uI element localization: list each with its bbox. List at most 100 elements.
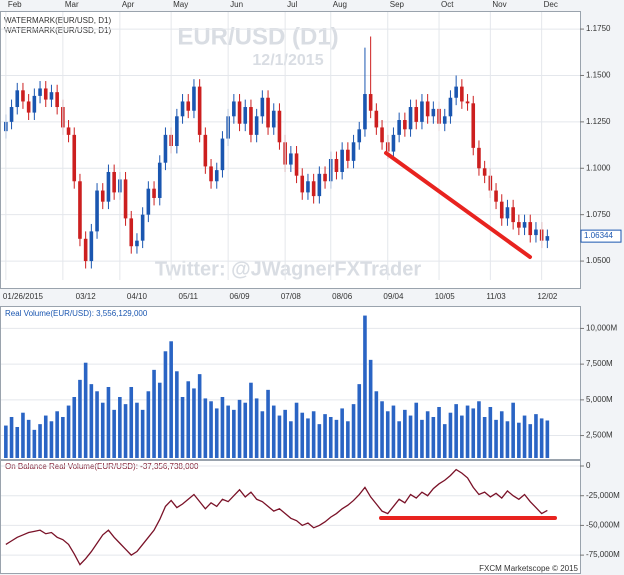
month-label: Jul <box>287 0 297 9</box>
volume-bar <box>539 418 544 458</box>
volume-bar <box>414 402 419 458</box>
obv-title: On Balance Real Volume(EUR/USD): -37,356… <box>5 462 199 471</box>
volume-bar <box>403 409 407 458</box>
volume-bar <box>351 404 356 458</box>
x-tick-label: 08/06 <box>332 292 353 301</box>
volume-bar <box>380 401 384 458</box>
candle-body <box>66 127 71 135</box>
candle-body <box>289 153 293 165</box>
candle-body <box>499 201 504 219</box>
candle-body <box>397 120 401 135</box>
candle-body <box>175 116 179 146</box>
last-price-label: 1.06344 <box>584 231 613 240</box>
volume-bar <box>106 386 111 458</box>
candle-body <box>203 134 208 167</box>
candle-body <box>414 107 419 122</box>
x-tick-label: 09/04 <box>383 292 404 301</box>
candle-body <box>403 120 407 130</box>
candle-body <box>146 188 151 215</box>
month-label: Jun <box>230 0 243 9</box>
candle-body <box>95 190 99 232</box>
volume-bar <box>505 421 510 458</box>
month-label: Feb <box>8 0 22 9</box>
candle-body <box>368 94 373 111</box>
y-tick-label: 0 <box>586 461 591 470</box>
candle-body <box>260 97 265 117</box>
month-label: Mar <box>65 0 79 9</box>
volume-bar <box>465 405 470 458</box>
volume-bar <box>118 396 122 458</box>
volume-bar <box>368 359 373 458</box>
month-label: Dec <box>544 0 558 9</box>
candle-body <box>78 181 82 239</box>
volume-bar <box>9 416 14 458</box>
candle-body <box>15 90 20 108</box>
x-tick-label: 06/09 <box>230 292 251 301</box>
candle-body <box>534 229 538 236</box>
volume-bar <box>157 382 162 458</box>
volume-bar <box>146 391 151 458</box>
candle-body <box>522 222 527 228</box>
candle-body <box>425 101 430 117</box>
volume-bar <box>334 419 339 458</box>
y-tick-label: 1.1750 <box>586 24 611 33</box>
volume-bar <box>340 408 344 458</box>
candle-body <box>180 101 185 117</box>
volume-bar <box>442 424 447 458</box>
volume-bar <box>95 391 99 458</box>
volume-bar <box>522 415 527 458</box>
candle-body <box>351 142 356 161</box>
legend-entry: WATERMARK(EUR/USD, D1) <box>4 26 111 35</box>
volume-bar <box>323 414 327 458</box>
volume-bar <box>26 419 31 458</box>
volume-bar <box>21 412 25 458</box>
volume-bar <box>346 421 350 458</box>
volume-bar <box>129 386 134 458</box>
volume-bar <box>89 384 94 458</box>
volume-bar <box>186 381 191 458</box>
candle-body <box>323 173 327 182</box>
volume-bar <box>477 401 481 458</box>
candle-body <box>477 147 481 169</box>
candle-body <box>43 88 48 100</box>
y-tick-label: -50,000M <box>586 521 620 530</box>
volume-bar <box>311 411 316 458</box>
volume-bar <box>15 426 20 458</box>
candle-body <box>100 190 105 202</box>
candle-body <box>517 222 521 228</box>
volume-bar <box>283 409 287 458</box>
volume-bar <box>260 411 265 458</box>
candle-body <box>528 222 533 236</box>
candle-body <box>317 173 322 197</box>
candle-body <box>494 190 498 202</box>
candle-body <box>266 97 270 128</box>
candle-body <box>391 134 396 152</box>
volume-bar <box>112 409 116 458</box>
volume-bar <box>482 416 487 458</box>
candle-body <box>277 110 282 143</box>
volume-bar <box>266 389 270 458</box>
candle-body <box>129 218 134 247</box>
x-tick-label: 01/26/2015 <box>3 292 44 301</box>
candle-body <box>186 101 191 111</box>
volume-bar <box>437 406 441 458</box>
candle-body <box>454 86 458 98</box>
candle-body <box>135 240 139 247</box>
volume-bar <box>517 422 521 458</box>
volume-bar <box>152 369 156 458</box>
x-tick-label: 07/08 <box>281 292 302 301</box>
month-label: Apr <box>122 0 135 9</box>
y-tick-label: 1.0500 <box>586 256 611 265</box>
candle-body <box>237 101 242 124</box>
volume-bar <box>78 379 82 458</box>
volume-bar <box>220 396 225 458</box>
x-tick-label: 12/02 <box>537 292 558 301</box>
candle-body <box>32 95 37 113</box>
candle-body <box>346 149 350 161</box>
volume-bar <box>192 388 196 458</box>
volume-bar <box>408 415 413 458</box>
volume-bar <box>511 402 515 458</box>
volume-bar <box>294 402 299 458</box>
